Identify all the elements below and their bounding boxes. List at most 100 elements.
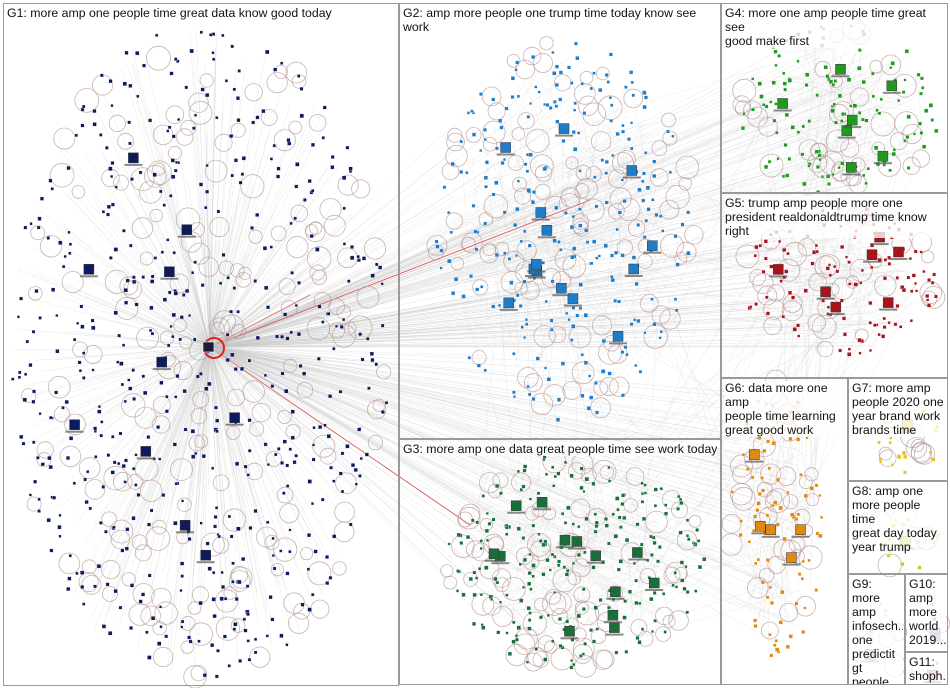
- node-ring: [210, 321, 225, 336]
- edge: [209, 167, 637, 348]
- edge: [209, 346, 633, 497]
- edge: [835, 255, 868, 303]
- edge: [522, 499, 576, 508]
- edge: [568, 132, 652, 249]
- node-ring: [230, 566, 253, 589]
- edge: [209, 163, 809, 348]
- edge: [513, 122, 595, 304]
- edge: [535, 98, 615, 302]
- edge: [138, 254, 211, 348]
- node-ring: [532, 52, 553, 73]
- node-ring: [572, 213, 589, 230]
- node-ring: [592, 649, 613, 670]
- node-ring: [568, 325, 592, 349]
- edge: [209, 346, 780, 586]
- node-g1: [212, 614, 217, 619]
- node-ring: [565, 156, 579, 170]
- edge: [495, 495, 573, 563]
- edge: [131, 255, 211, 348]
- edge: [778, 87, 916, 100]
- node-ring: [608, 169, 627, 189]
- edge: [209, 127, 212, 348]
- edge: [785, 79, 832, 103]
- edge: [209, 236, 800, 348]
- edge: [519, 95, 582, 498]
- edge: [209, 196, 305, 348]
- edge: [601, 239, 648, 282]
- edge: [96, 346, 211, 437]
- edge: [500, 76, 528, 127]
- edge: [582, 529, 591, 560]
- edge: [826, 83, 859, 163]
- edge: [209, 178, 328, 348]
- node-ring: [662, 130, 678, 146]
- edge: [527, 87, 615, 335]
- edge: [779, 140, 846, 407]
- edge: [486, 499, 625, 565]
- edge: [209, 69, 215, 348]
- node-ring: [562, 381, 582, 400]
- edge: [209, 42, 217, 348]
- node-ring: [140, 605, 161, 627]
- edge: [114, 260, 211, 348]
- edge: [526, 318, 880, 485]
- node-ring: [459, 503, 481, 525]
- edge: [209, 346, 798, 487]
- node-ring: [144, 165, 167, 188]
- edge: [209, 346, 795, 524]
- node-ring: [625, 467, 645, 486]
- node-ring: [668, 610, 689, 631]
- edge: [209, 153, 270, 348]
- edge: [209, 90, 233, 348]
- edge: [59, 346, 211, 459]
- edge: [587, 515, 590, 548]
- node-ring: [537, 635, 555, 653]
- edge: [831, 94, 893, 126]
- edge: [770, 124, 847, 144]
- edge: [209, 297, 345, 348]
- edge: [764, 239, 854, 496]
- node-ring: [767, 284, 785, 302]
- edge: [186, 346, 211, 546]
- edge: [464, 283, 884, 582]
- node-ring: [48, 375, 71, 399]
- edge: [859, 41, 861, 337]
- node-ring: [248, 229, 263, 244]
- edge: [667, 306, 782, 594]
- node-ring: [808, 272, 827, 292]
- node-ring: [152, 395, 171, 414]
- edge: [192, 113, 211, 348]
- edge: [518, 207, 785, 332]
- edge: [528, 279, 628, 281]
- edge: [489, 173, 544, 319]
- edge: [618, 218, 623, 333]
- edge: [796, 267, 858, 335]
- node-ring: [270, 563, 284, 577]
- edge: [66, 194, 211, 348]
- node-ring: [639, 294, 659, 313]
- edge: [209, 346, 248, 536]
- edge: [478, 334, 496, 508]
- edge: [22, 346, 211, 387]
- edge: [544, 506, 658, 520]
- node-ring: [154, 601, 178, 625]
- node-ring: [300, 547, 314, 561]
- edge: [795, 98, 849, 158]
- node-ring: [665, 184, 690, 210]
- edge: [102, 153, 211, 348]
- edge: [842, 329, 896, 332]
- node-ring: [817, 340, 834, 358]
- edge: [57, 228, 211, 348]
- edge: [209, 145, 548, 348]
- edge: [110, 346, 211, 518]
- edge: [209, 157, 258, 348]
- node-ring: [131, 217, 154, 239]
- circle-layer: [21, 17, 950, 688]
- group-panel-g2: G2: amp more people one trump time today…: [399, 3, 721, 439]
- node-ring: [630, 619, 648, 637]
- edge: [209, 346, 378, 412]
- edge: [209, 346, 795, 490]
- edge: [209, 346, 654, 606]
- edge: [209, 346, 745, 446]
- node-ring: [674, 251, 688, 265]
